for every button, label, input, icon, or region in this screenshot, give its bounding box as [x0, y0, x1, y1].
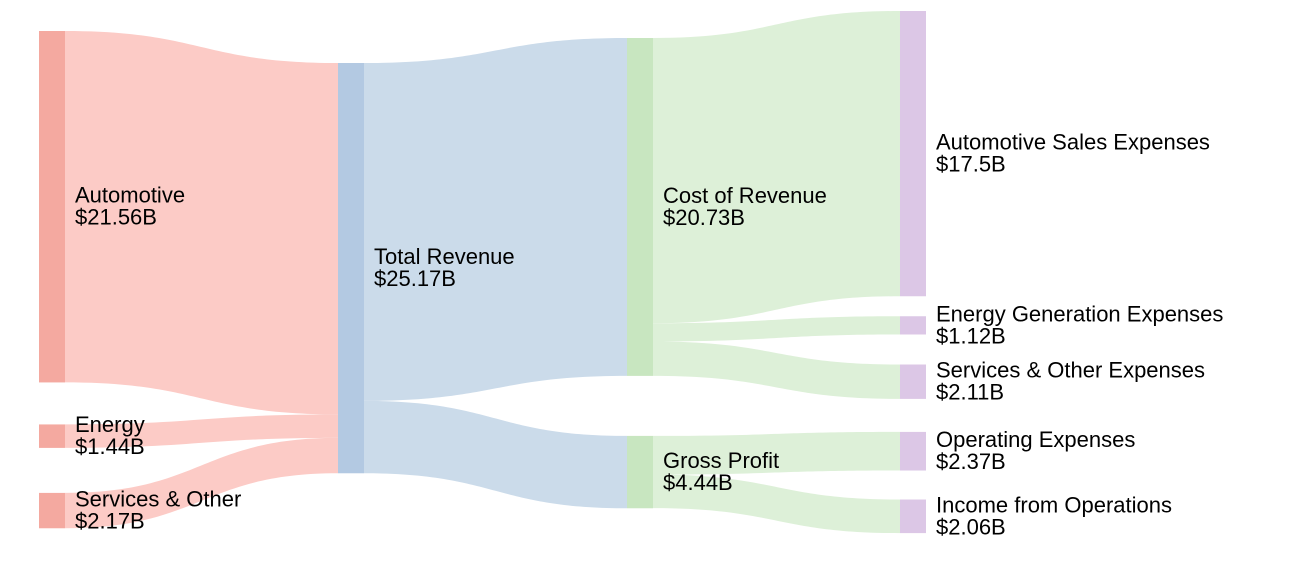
sankey-labels: Automotive$21.56B Energy$1.44B Services & … — [75, 130, 1223, 540]
node-label-cost: Cost of Revenue — [663, 183, 827, 208]
node-label-automotive: Automotive — [75, 183, 185, 208]
node-value-income: $2.06B — [936, 514, 1006, 539]
link-gross-to-income — [653, 474, 900, 534]
node-energy — [39, 424, 65, 448]
node-opex — [900, 431, 926, 471]
link-total-to-cost — [364, 38, 627, 401]
node-value-services: $2.17B — [75, 509, 145, 534]
node-label-services_exp: Services & Other Expenses — [936, 358, 1205, 383]
node-value-automotive: $21.56B — [75, 205, 157, 230]
node-label-energy_exp: Energy Generation Expenses — [936, 301, 1223, 326]
node-value-opex: $2.37B — [936, 449, 1006, 474]
node-value-auto_exp: $17.5B — [936, 152, 1006, 177]
node-cost — [627, 38, 653, 376]
node-services_exp — [900, 364, 926, 399]
link-cost-to-auto_exp — [653, 11, 900, 324]
node-income — [900, 499, 926, 534]
node-services — [39, 492, 65, 529]
node-label-services: Services & Other — [75, 487, 241, 512]
node-gross — [627, 435, 653, 509]
node-label-income: Income from Operations — [936, 492, 1172, 517]
node-value-energy_exp: $1.12B — [936, 323, 1006, 348]
link-services-to-total — [65, 437, 338, 529]
node-label-total: Total Revenue — [374, 244, 515, 269]
node-value-energy: $1.44B — [75, 434, 145, 459]
node-label-opex: Operating Expenses — [936, 427, 1135, 452]
link-total-to-gross — [364, 400, 627, 509]
link-cost-to-services_exp — [653, 341, 900, 399]
node-energy_exp — [900, 316, 926, 335]
link-gross-to-opex — [653, 431, 900, 475]
sankey-links — [65, 11, 900, 534]
node-label-auto_exp: Automotive Sales Expenses — [936, 130, 1210, 155]
node-value-services_exp: $2.11B — [936, 380, 1004, 405]
node-automotive — [39, 31, 65, 383]
link-automotive-to-total — [65, 31, 338, 415]
link-cost-to-energy_exp — [653, 316, 900, 342]
node-label-gross: Gross Profit — [663, 448, 779, 473]
link-energy-to-total — [65, 414, 338, 448]
node-value-total: $25.17B — [374, 266, 456, 291]
node-auto_exp — [900, 11, 926, 297]
node-value-gross: $4.44B — [663, 470, 733, 495]
sankey-nodes — [39, 11, 926, 534]
node-label-energy: Energy — [75, 412, 145, 437]
node-value-cost: $20.73B — [663, 205, 745, 230]
node-total — [338, 63, 364, 474]
